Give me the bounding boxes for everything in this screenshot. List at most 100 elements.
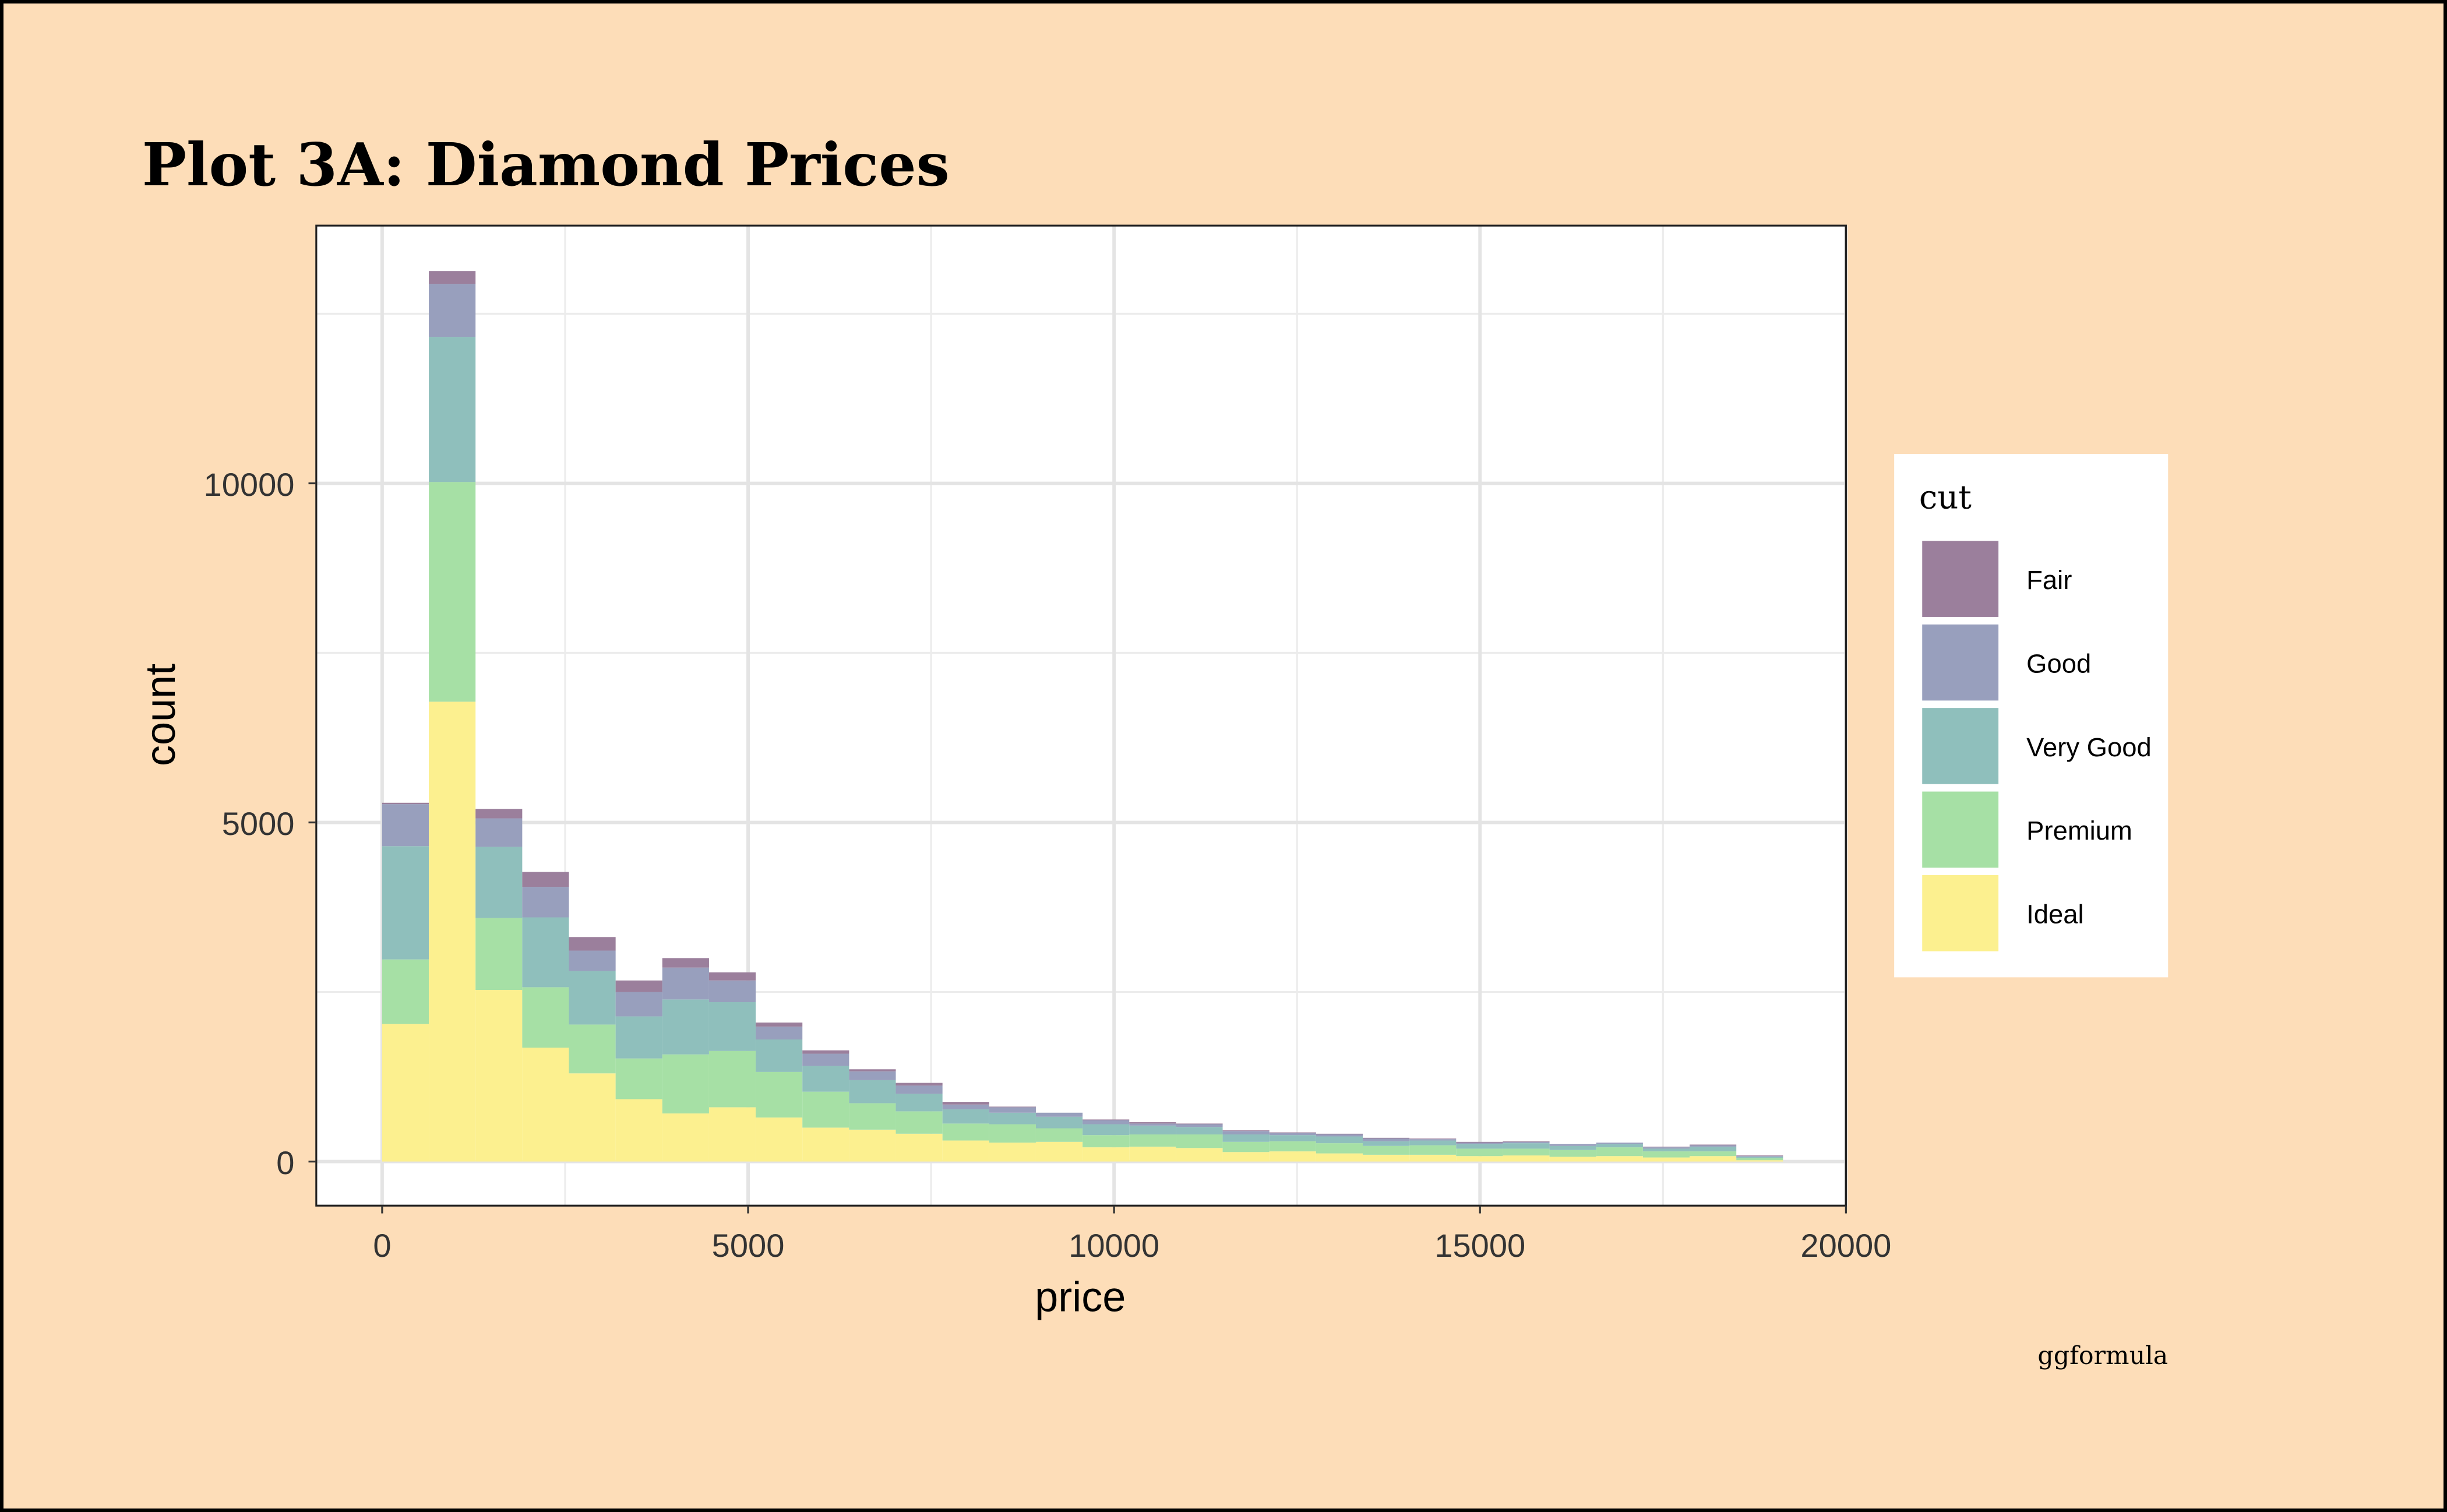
bar-fair [1269,1132,1316,1133]
bar-premium [1503,1148,1550,1156]
bar-premium [475,918,523,991]
bar-good [849,1071,896,1080]
bar-good [1129,1123,1176,1126]
bar-very-good [1642,1148,1690,1152]
bar-premium [615,1058,662,1099]
bar-premium [1456,1148,1503,1157]
bar-very-good [382,846,429,960]
bar-good [708,980,756,1002]
bar-good [662,967,709,1000]
bar-very-good [1269,1135,1316,1141]
bar-good [1269,1133,1316,1136]
bar-good [1596,1142,1643,1144]
bar-ideal [475,990,523,1162]
bar-ideal [1736,1160,1783,1162]
bar-ideal [429,702,476,1162]
bar-premium [1736,1158,1783,1161]
bar-very-good [849,1080,896,1104]
y-tick-label: 0 [276,1144,294,1181]
legend-key-premium [1922,791,1999,868]
y-tick-label: 10000 [204,466,295,503]
bar-premium [1596,1147,1643,1157]
legend-title: cut [1919,478,1972,516]
bar-very-good [475,847,523,918]
bar-very-good [802,1066,849,1092]
bar-fair [942,1102,989,1105]
bar-good [942,1104,989,1109]
bar-very-good [942,1109,989,1124]
bar-fair [895,1083,943,1086]
bar-very-good [569,971,616,1025]
bar-fair [1176,1123,1223,1125]
bar-very-good [1549,1146,1596,1150]
legend-key-good [1922,624,1999,701]
bar-ideal [1083,1147,1130,1162]
bar-fair [1503,1141,1550,1142]
y-tick-label: 5000 [222,805,295,842]
bar-good [1316,1134,1363,1137]
bar-ideal [615,1099,662,1162]
bar-premium [569,1024,616,1074]
bar-good [1222,1131,1270,1134]
bar-good [1503,1141,1550,1144]
bar-ideal [1456,1156,1503,1162]
bar-fair [662,958,709,968]
bar-very-good [1503,1143,1550,1149]
bar-premium [1690,1151,1737,1157]
bar-good [1456,1142,1503,1144]
bar-very-good [756,1039,803,1072]
bar-ideal [1176,1148,1223,1162]
x-axis-label: price [1035,1274,1126,1321]
bar-ideal [1549,1157,1596,1162]
bar-premium [942,1123,989,1141]
legend-key-very-good [1922,708,1999,784]
bar-ideal [1129,1146,1176,1162]
bar-good [1035,1112,1083,1117]
bar-premium [989,1124,1036,1143]
bar-ideal [522,1047,569,1162]
legend-label: Fair [2026,565,2072,595]
legend: cut Fair Good Very Good Premium Ideal [1894,454,2169,978]
bar-good [1409,1139,1457,1141]
bar-fair [382,802,429,805]
bar-very-good [1363,1141,1410,1146]
bar-very-good [989,1112,1036,1125]
bar-very-good [1083,1124,1130,1136]
bar-ideal [895,1133,943,1162]
legend-label: Very Good [2026,732,2152,762]
bar-ideal [849,1129,896,1162]
bar-fair [475,809,523,819]
bar-very-good [522,917,569,988]
bar-very-good [1222,1134,1270,1142]
bar-ideal [1409,1154,1457,1162]
bar-very-good [429,337,476,482]
bar-very-good [1736,1157,1783,1158]
bar-good [802,1053,849,1066]
bar-premium [708,1051,756,1108]
bar-very-good [1456,1144,1503,1149]
bar-very-good [1409,1140,1457,1146]
bar-ideal [756,1117,803,1162]
y-axis: 0 5000 10000 [204,466,316,1181]
bar-ideal [942,1140,989,1162]
bar-fair [1690,1144,1737,1146]
x-tick-label: 15000 [1434,1227,1525,1264]
bar-good [1363,1138,1410,1141]
bar-very-good [895,1094,943,1112]
bar-good [756,1026,803,1040]
bar-premium [1549,1150,1596,1157]
bar-premium [1316,1143,1363,1154]
bar-good [569,950,616,971]
bar-fair [756,1022,803,1027]
bar-fair [1363,1137,1410,1139]
caption: ggformula [2037,1341,2168,1370]
bar-good [1083,1120,1130,1125]
bar-premium [756,1072,803,1118]
bar-ideal [1035,1141,1083,1162]
bar-fair [1456,1141,1503,1143]
bar-good [1176,1124,1223,1127]
bar-premium [1222,1141,1270,1152]
bar-ideal [1222,1152,1270,1162]
bar-very-good [1129,1125,1176,1134]
